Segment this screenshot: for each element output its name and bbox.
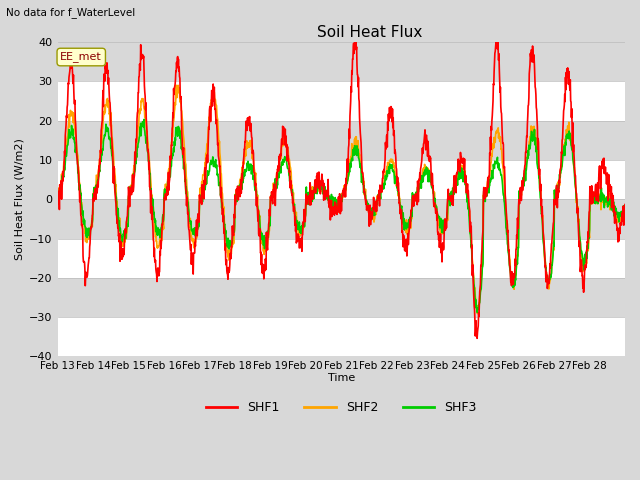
- Bar: [58, 278, 625, 317]
- SHF2: [621, 205, 629, 211]
- SHF3: [621, 204, 629, 210]
- SHF2: [316, 182, 324, 188]
- Bar: [58, 82, 625, 120]
- Line: SHF3: SHF3: [58, 120, 625, 312]
- SHF1: [143, 116, 150, 121]
- SHF3: [327, 197, 335, 203]
- SHF3: [614, 215, 622, 221]
- Bar: [58, 160, 625, 199]
- SHF3: [476, 300, 484, 306]
- X-axis label: Time: Time: [328, 372, 355, 383]
- Text: EE_met: EE_met: [60, 51, 102, 62]
- SHF2: [143, 124, 150, 130]
- SHF1: [621, 202, 629, 207]
- SHF3: [474, 310, 481, 315]
- SHF1: [476, 289, 484, 295]
- Bar: [58, 199, 625, 239]
- SHF3: [140, 117, 148, 122]
- SHF2: [614, 216, 622, 222]
- Line: SHF2: SHF2: [58, 85, 625, 313]
- Title: Soil Heat Flux: Soil Heat Flux: [317, 24, 422, 39]
- Line: SHF1: SHF1: [58, 42, 625, 338]
- SHF1: [316, 186, 323, 192]
- SHF1: [352, 39, 360, 45]
- SHF1: [614, 230, 622, 236]
- SHF2: [474, 311, 481, 316]
- SHF3: [54, 188, 61, 193]
- SHF2: [54, 194, 61, 200]
- Bar: [58, 42, 625, 82]
- Bar: [58, 317, 625, 356]
- Legend: SHF1, SHF2, SHF3: SHF1, SHF2, SHF3: [201, 396, 482, 419]
- SHF2: [327, 202, 335, 208]
- SHF3: [316, 184, 324, 190]
- SHF1: [559, 128, 567, 133]
- SHF3: [143, 134, 150, 140]
- SHF2: [172, 83, 180, 88]
- SHF2: [476, 293, 484, 299]
- Text: No data for f_WaterLevel: No data for f_WaterLevel: [6, 7, 136, 18]
- SHF1: [326, 217, 334, 223]
- SHF3: [559, 152, 567, 157]
- Bar: [58, 120, 625, 160]
- Bar: [58, 239, 625, 278]
- SHF2: [559, 152, 567, 157]
- Y-axis label: Soil Heat Flux (W/m2): Soil Heat Flux (W/m2): [15, 138, 25, 260]
- SHF1: [54, 186, 61, 192]
- SHF1: [474, 336, 481, 341]
